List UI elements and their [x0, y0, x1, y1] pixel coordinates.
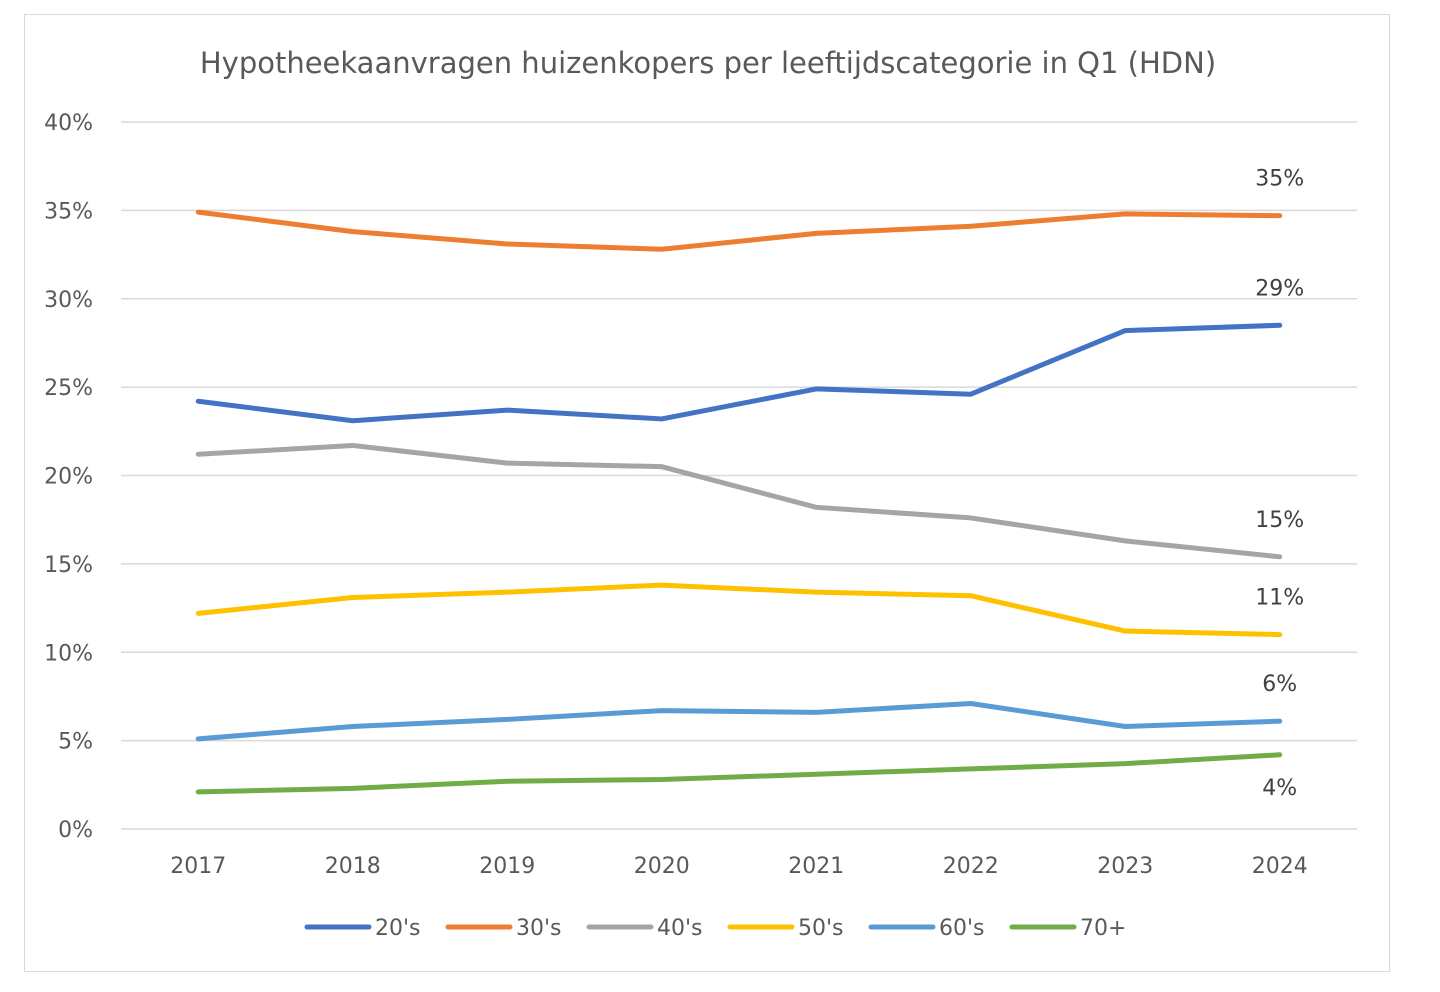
legend-item: 70+: [1009, 916, 1126, 941]
y-axis-ticks: 0% 5% 10% 15% 20% 25% 30% 35% 40%: [44, 111, 93, 843]
legend-label: 70+: [1080, 916, 1126, 941]
x-tick-label: 2021: [788, 854, 844, 879]
series-line-60s: [195, 701, 1283, 742]
legend-item: 20's: [304, 916, 421, 941]
series-line-50s: [195, 582, 1283, 638]
series-line-20s: [195, 322, 1283, 424]
y-tick-label: 10%: [44, 641, 93, 666]
x-tick-label: 2020: [634, 854, 690, 879]
end-labels: 29% 35% 15% 11% 6% 4%: [1255, 167, 1304, 801]
x-axis-ticks: 2017 2018 2019 2020 2021 2022 2023 2024: [170, 854, 1308, 879]
y-tick-label: 30%: [44, 288, 93, 313]
data-label: 11%: [1255, 586, 1304, 611]
y-tick-label: 25%: [44, 376, 93, 401]
chart-title: Hypotheekaanvragen huizenkopers per leef…: [200, 46, 1216, 80]
legend-item: 30's: [445, 916, 562, 941]
x-tick-label: 2024: [1252, 854, 1308, 879]
data-label: 15%: [1255, 508, 1304, 533]
legend-item: 60's: [868, 916, 985, 941]
x-tick-label: 2023: [1097, 854, 1153, 879]
x-tick-label: 2017: [170, 854, 226, 879]
data-label: 6%: [1262, 672, 1297, 697]
legend-item: 40's: [586, 916, 703, 941]
series-line-70: [195, 752, 1283, 795]
line-chart: Hypotheekaanvragen huizenkopers per leef…: [44, 46, 1357, 941]
legend: 20's 30's 40's 50's 60's 70+: [304, 916, 1126, 941]
y-tick-label: 0%: [58, 818, 93, 843]
series-line-40s: [195, 442, 1283, 560]
legend-label: 50's: [798, 916, 844, 941]
legend-label: 30's: [516, 916, 562, 941]
x-tick-label: 2022: [943, 854, 999, 879]
legend-label: 60's: [939, 916, 985, 941]
series-lines: [195, 209, 1283, 795]
legend-item: 50's: [727, 916, 844, 941]
chart-frame: Hypotheekaanvragen huizenkopers per leef…: [24, 14, 1390, 972]
data-label: 4%: [1262, 776, 1297, 801]
x-tick-label: 2018: [325, 854, 381, 879]
gridlines: [121, 121, 1357, 830]
y-tick-label: 35%: [44, 199, 93, 224]
legend-label: 40's: [657, 916, 703, 941]
data-label: 29%: [1255, 276, 1304, 301]
legend-label: 20's: [375, 916, 421, 941]
series-line-30s: [195, 209, 1283, 252]
y-tick-label: 15%: [44, 553, 93, 578]
x-tick-label: 2019: [479, 854, 535, 879]
data-label: 35%: [1255, 167, 1304, 192]
y-tick-label: 40%: [44, 111, 93, 136]
y-tick-label: 20%: [44, 465, 93, 490]
y-tick-label: 5%: [58, 730, 93, 755]
